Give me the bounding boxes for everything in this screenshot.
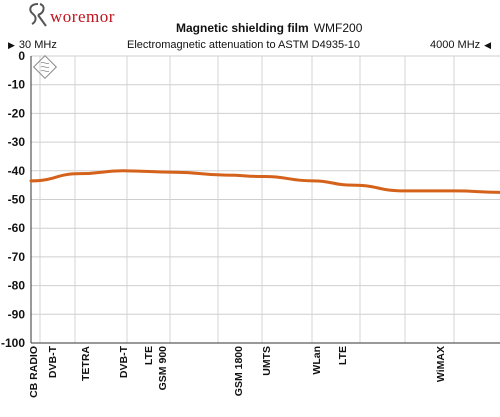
y-tick-label: -60 — [8, 221, 26, 235]
range-end-indicator: 4000 MHz ◀ — [430, 39, 491, 51]
x-category-label: WLan — [311, 346, 323, 375]
y-tick-label: -90 — [8, 307, 26, 321]
y-tick-label: -100 — [1, 336, 25, 350]
shielding-symbol-icon — [32, 54, 58, 80]
y-tick-labels: 0 -10 -20 -30 -40 -50 -60 -70 -80 -90 -100 — [1, 49, 25, 350]
title-product: WMF200 — [314, 21, 363, 35]
range-start-indicator: ▶ 30 MHz — [8, 39, 57, 51]
horizontal-gridlines — [31, 55, 500, 344]
y-tick-label: -30 — [8, 135, 26, 149]
y-tick-label: -50 — [8, 193, 26, 207]
logo-mark-icon — [29, 3, 47, 27]
y-tick-label: 0 — [18, 49, 25, 63]
range-start: 30 MHz — [19, 39, 57, 51]
chart-title: Magnetic shielding film WMF200 — [176, 21, 363, 35]
triangle-right-icon: ▶ — [8, 40, 15, 50]
triangle-left-icon: ◀ — [484, 40, 491, 50]
y-tick-label: -70 — [8, 250, 26, 264]
logo-text: woremor — [50, 7, 115, 26]
chart-subtitle: Electromagnetic attenuation to ASTM D493… — [127, 39, 360, 51]
x-category-label: GSM 900 — [157, 346, 169, 391]
y-tick-label: -20 — [8, 106, 26, 120]
y-tick-label: -80 — [8, 279, 26, 293]
y-tick-label: -40 — [8, 164, 26, 178]
x-category-label: TETRA — [80, 346, 92, 381]
x-category-label: DVB-T — [47, 345, 59, 378]
x-category-label: WiMAX — [435, 346, 447, 382]
logo: woremor — [29, 3, 115, 27]
x-category-label: CB RADIO — [28, 346, 40, 398]
x-category-label: LTE — [337, 346, 349, 365]
title-main: Magnetic shielding film — [176, 21, 309, 35]
x-category-label: DVB-T — [118, 345, 130, 378]
series-line — [29, 169, 500, 194]
y-tick-label: -10 — [8, 78, 26, 92]
range-end: 4000 MHz — [430, 39, 480, 51]
x-category-label: UMTS — [261, 346, 273, 376]
x-category-label: GSM 1800 — [233, 346, 245, 396]
plot-area: 0 -10 -20 -30 -40 -50 -60 -70 -80 -90 -100 — [1, 49, 500, 350]
x-category-labels: CB RADIO DVB-T TETRA DVB-T LTE GSM 900 GSM 180… — [28, 345, 447, 397]
x-category-label: LTE — [143, 346, 155, 365]
